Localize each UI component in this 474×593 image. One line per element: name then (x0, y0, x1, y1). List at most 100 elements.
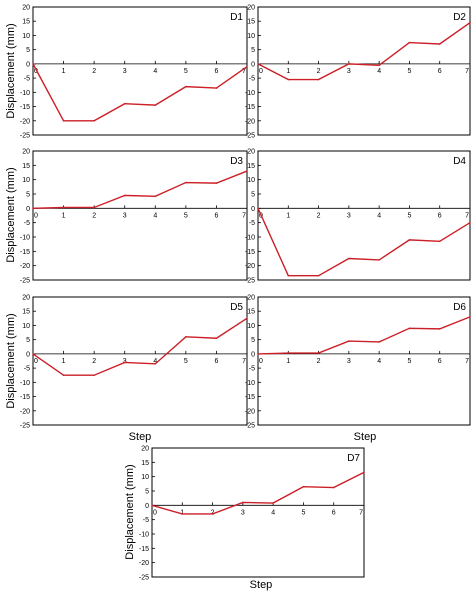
y-tick-label: 0 (26, 351, 30, 358)
data-point (181, 513, 184, 515)
y-tick-label: 0 (251, 351, 255, 358)
x-tick-label: 1 (286, 358, 290, 365)
data-point (154, 104, 157, 106)
displacement-series-line (32, 63, 248, 122)
y-tick-label: -10 (20, 380, 30, 387)
data-point (93, 119, 95, 122)
data-point (438, 328, 441, 330)
y-tick-label: -15 (245, 249, 255, 256)
panel-title: D1 (230, 12, 243, 23)
x-tick-label: 0 (34, 358, 38, 365)
y-tick-label: -5 (249, 366, 255, 373)
y-tick-label: -25 (139, 575, 149, 582)
x-tick-label: 2 (92, 212, 96, 219)
x-tick-label: 3 (347, 212, 351, 219)
y-tick-label: -10 (245, 235, 255, 242)
x-tick-label: 3 (347, 68, 351, 75)
x-tick-label: 7 (465, 358, 469, 365)
data-point (154, 363, 157, 365)
y-axis-title: Displacement (mm) (124, 464, 136, 559)
y-tick-label: 20 (22, 295, 30, 302)
y-tick-label: -20 (20, 263, 30, 270)
data-point (62, 206, 65, 209)
y-tick-label: -25 (245, 133, 255, 140)
y-tick-label: -15 (245, 394, 255, 401)
y-tick-label: 10 (247, 177, 255, 184)
data-point (32, 353, 34, 355)
x-tick-label: 4 (377, 358, 381, 365)
x-tick-label: 1 (62, 212, 66, 219)
x-tick-label: 6 (332, 509, 336, 516)
data-point (246, 170, 248, 172)
x-axis-title: Step (129, 431, 152, 443)
x-tick-label: 0 (259, 68, 263, 75)
panel-d1: -25 -20 -15 -10 -5 0 5 10 15 20 0 1 2 3 4 5 6 7 D1 Displace… (5, 5, 248, 140)
y-tick-label: 10 (247, 323, 255, 330)
y-tick-label: -10 (245, 90, 255, 97)
data-point (348, 63, 350, 65)
data-point (317, 274, 320, 277)
x-tick-label: 2 (317, 358, 321, 365)
y-tick-label: -20 (245, 263, 255, 270)
y-axis-title: Displacement (mm) (5, 167, 17, 262)
data-point (185, 85, 187, 88)
data-point (242, 501, 244, 504)
y-tick-label: 5 (145, 489, 149, 496)
y-tick-label: -5 (143, 517, 149, 524)
y-tick-label: 15 (22, 163, 30, 170)
y-tick-label: 5 (251, 337, 255, 344)
x-tick-label: 4 (377, 68, 381, 75)
data-point (62, 374, 65, 377)
x-tick-label: 3 (241, 509, 245, 516)
y-tick-label: -5 (24, 76, 30, 83)
x-tick-label: 6 (438, 68, 442, 75)
data-point (408, 239, 411, 241)
x-tick-label: 2 (92, 68, 96, 75)
x-tick-label: 5 (407, 212, 411, 219)
y-tick-label: 5 (251, 47, 255, 54)
x-tick-label: 7 (242, 212, 246, 219)
x-tick-label: 0 (153, 509, 157, 516)
y-tick-label: 5 (26, 337, 30, 344)
x-tick-label: 6 (438, 212, 442, 219)
displacement-series-line (151, 471, 365, 515)
x-tick-label: 5 (184, 212, 188, 219)
data-point (378, 259, 380, 261)
x-tick-label: 2 (211, 509, 215, 516)
plot-frame (32, 6, 248, 136)
panel-title: D2 (453, 12, 466, 23)
panel-title: D3 (230, 156, 243, 167)
x-tick-label: 5 (184, 68, 188, 75)
displacement-series-line (257, 316, 471, 355)
y-tick-label: -5 (249, 76, 255, 83)
x-tick-label: 4 (377, 212, 381, 219)
x-tick-label: 5 (184, 358, 188, 365)
data-point (317, 352, 320, 354)
data-point (93, 374, 95, 377)
data-point (123, 102, 126, 105)
data-point (348, 340, 350, 342)
y-tick-label: 15 (141, 460, 149, 467)
y-tick-label: 15 (247, 19, 255, 26)
y-axis-title: Displacement (mm) (5, 23, 17, 118)
x-axis-title: Step (354, 431, 377, 443)
x-tick-label: 2 (317, 212, 321, 219)
x-tick-label: 1 (180, 509, 184, 516)
y-tick-label: 0 (251, 61, 255, 68)
y-tick-label: -15 (20, 394, 30, 401)
x-tick-label: 6 (214, 212, 218, 219)
x-tick-label: 7 (359, 509, 363, 516)
y-tick-label: -25 (20, 423, 30, 430)
panel-title: D4 (453, 156, 466, 167)
y-tick-label: 20 (22, 5, 30, 12)
x-tick-label: 5 (407, 358, 411, 365)
displacement-series-line (32, 170, 248, 210)
data-point (378, 341, 380, 343)
y-tick-label: -10 (20, 90, 30, 97)
y-tick-label: -15 (245, 104, 255, 111)
data-point (302, 485, 305, 488)
data-point (185, 181, 187, 184)
data-point (317, 78, 320, 81)
x-tick-label: 1 (62, 358, 66, 365)
x-tick-label: 6 (438, 358, 442, 365)
